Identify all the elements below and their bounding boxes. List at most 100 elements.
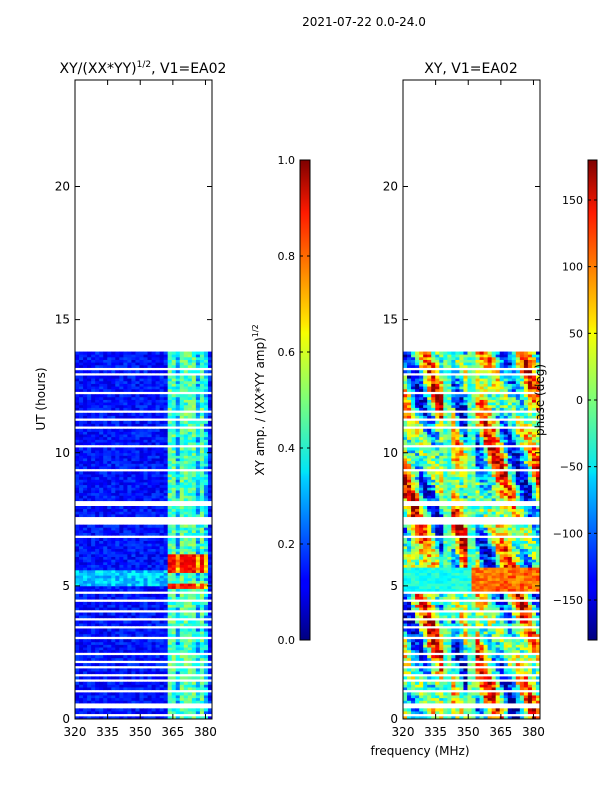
heatmap-cell [139,458,144,462]
heatmap-cell [75,676,80,680]
heatmap-cell [455,593,460,597]
heatmap-cell [195,498,201,502]
heatmap-cell [159,532,165,536]
heatmap-cell [207,439,213,443]
heatmap-cell [79,569,84,573]
heatmap-cell [199,362,205,366]
heatmap-cell [203,668,209,672]
heatmap-cell [403,681,408,685]
heatmap-cell [83,492,88,496]
heatmap-cell [91,628,96,632]
heatmap-cell [195,700,201,704]
heatmap-cell [495,676,501,680]
heatmap-cell [491,596,497,600]
heatmap-cell [471,607,476,611]
heatmap-cell [75,631,80,635]
heatmap-cell [115,420,120,424]
heatmap-cell [175,463,181,467]
heatmap-cell [111,572,116,576]
heatmap-cell [171,684,177,688]
heatmap-cell [95,628,100,632]
heatmap-cell [127,532,132,536]
heatmap-cell [175,708,181,712]
heatmap-cell [203,423,209,427]
heatmap-cell [119,612,124,616]
heatmap-cell [419,676,424,680]
heatmap-cell [143,396,148,400]
heatmap-cell [203,394,209,398]
heatmap-cell [495,671,501,675]
heatmap-cell [155,620,161,624]
heatmap-cell [467,708,472,712]
heatmap-cell [119,498,124,502]
heatmap-cell [119,455,124,459]
heatmap-cell [151,657,156,661]
heatmap-cell [515,628,521,632]
heatmap-cell [507,708,513,712]
heatmap-cell [511,644,517,648]
heatmap-cell [179,548,185,552]
heatmap-cell [123,575,128,579]
heatmap-cell [179,378,185,382]
heatmap-cell [519,593,525,597]
heatmap-cell [131,466,136,470]
heatmap-cell [143,455,148,459]
heatmap-cell [195,455,201,459]
heatmap-cell [515,601,521,605]
heatmap-cell [471,588,476,592]
heatmap-cell [75,577,80,581]
heatmap-cell [163,687,169,691]
heatmap-cell [127,639,132,643]
heatmap-cell [175,431,181,435]
heatmap-cell [147,572,152,576]
heatmap-cell [483,639,489,643]
heatmap-cell [503,623,509,627]
heatmap-cell [447,641,452,645]
heatmap-cell [171,386,177,390]
heatmap-cell [423,700,428,704]
heatmap-cell [119,487,124,491]
heatmap-cell [131,527,136,531]
heatmap-cell [407,663,412,667]
heatmap-cell [535,620,541,624]
heatmap-cell [203,415,209,419]
heatmap-cell [479,633,484,637]
heatmap-cell [103,351,108,355]
heatmap-cell [463,620,468,624]
heatmap-cell [427,620,432,624]
heatmap-cell [207,527,213,531]
heatmap-cell [107,692,112,696]
heatmap-cell [523,716,529,720]
heatmap-cell [167,402,173,406]
heatmap-cell [95,644,100,648]
heatmap-cell [79,431,84,435]
heatmap-cell [483,708,489,712]
heatmap-cell [203,543,209,547]
heatmap-cell [459,663,464,667]
heatmap-cell [423,649,428,653]
heatmap-cell [147,548,152,552]
heatmap-cell [111,607,116,611]
heatmap-cell [135,567,140,571]
heatmap-cell [95,396,100,400]
heatmap-cell [479,647,484,651]
heatmap-cell [207,458,213,462]
heatmap-cell [103,668,108,672]
heatmap-cell [439,623,444,627]
heatmap-cell [183,663,189,667]
heatmap-cell [455,641,460,645]
heatmap-cell [427,716,432,720]
heatmap-cell [187,700,193,704]
heatmap-cell [171,716,177,720]
heatmap-cell [127,380,132,384]
heatmap-cell [203,631,209,635]
heatmap-cell [455,588,460,592]
heatmap-cell [83,641,88,645]
heatmap-cell [75,620,80,624]
heatmap-cell [107,567,112,571]
heatmap-cell [107,450,112,454]
heatmap-cell [139,466,144,470]
heatmap-cell [147,474,152,478]
heatmap-cell [203,364,209,368]
heatmap-cell [535,639,541,643]
